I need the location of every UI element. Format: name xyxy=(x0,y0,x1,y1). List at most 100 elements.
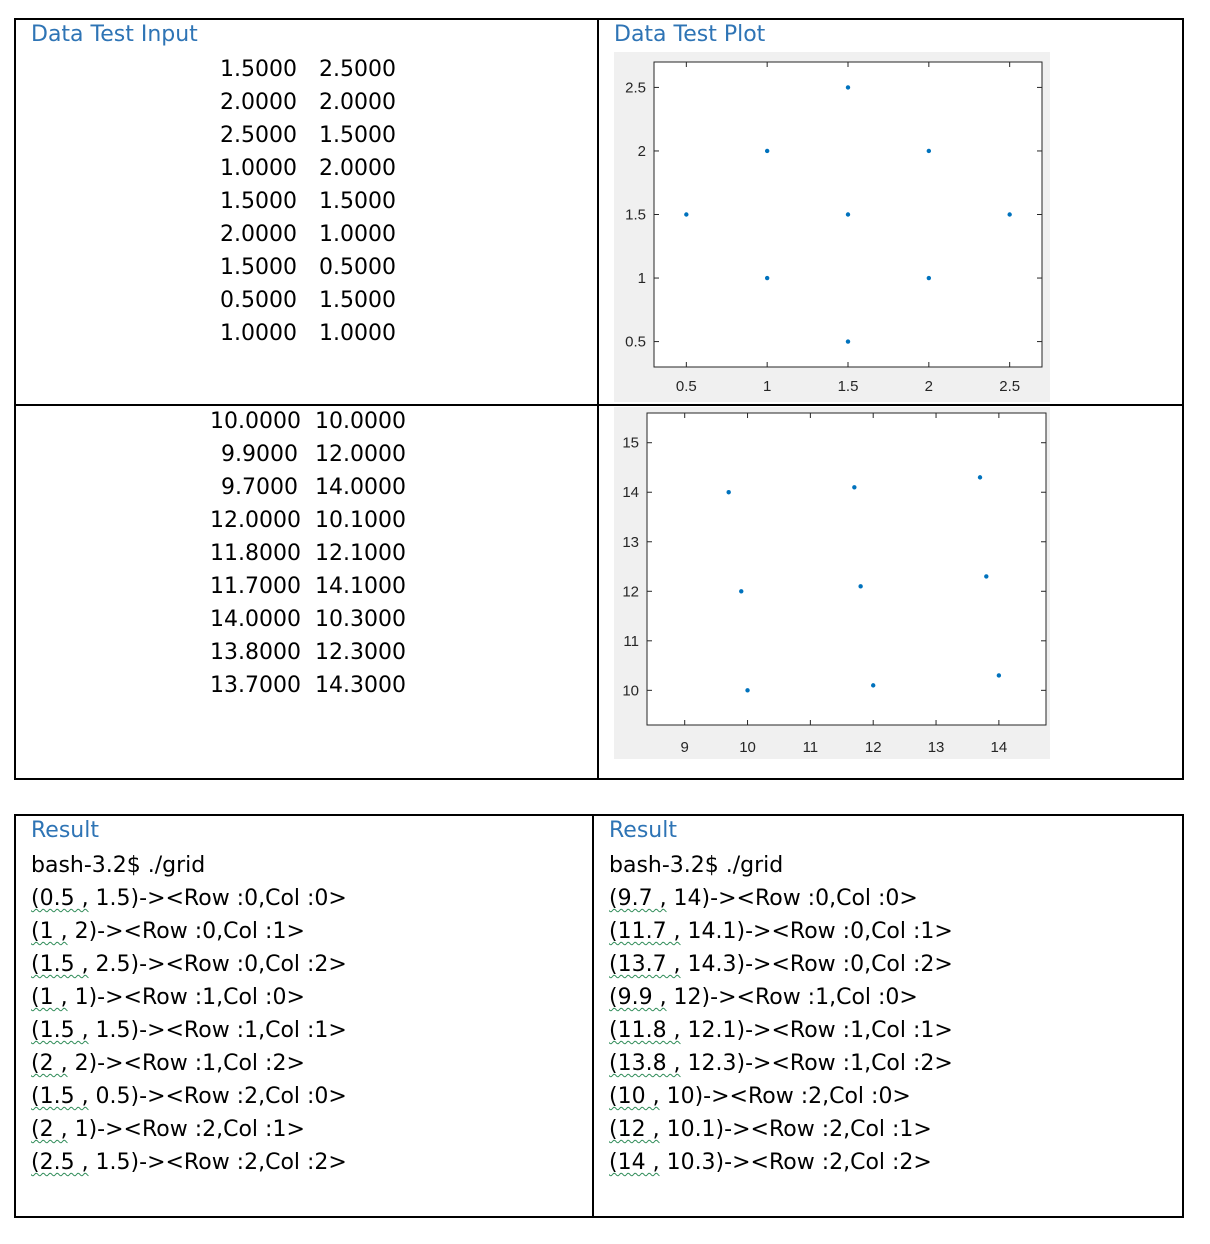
y-value: 10.0000 xyxy=(315,409,406,434)
data-row: 0.5000 1.5000 xyxy=(120,284,396,317)
x-value: 11.8000 xyxy=(210,541,301,566)
data-row: 1.5000 2.5000 xyxy=(120,53,396,86)
x-value: 11.7000 xyxy=(210,574,301,599)
y-tick-label: 14 xyxy=(622,484,639,501)
spellcheck-underline: (1.5 , xyxy=(31,952,89,977)
spellcheck-underline: (10 , xyxy=(609,1084,660,1109)
x-tick-label: 0.5 xyxy=(676,378,697,395)
result-left-output-line: (1.5 , 0.5)-><Row :2,Col :0> xyxy=(31,1084,347,1109)
result-left-command-line: bash-3.2$ ./grid xyxy=(31,853,206,878)
x-tick-label: 1 xyxy=(763,378,771,395)
x-value: 1.0000 xyxy=(220,321,297,346)
result-right-output-line: (9.9 , 12)-><Row :1,Col :0> xyxy=(609,985,918,1010)
result-right-output-line: (13.7 , 14.3)-><Row :0,Col :2> xyxy=(609,952,953,977)
result-left-output-line: (2 , 1)-><Row :2,Col :1> xyxy=(31,1117,305,1142)
data-row: 14.0000 10.3000 xyxy=(110,603,406,636)
y-tick-label: 1.5 xyxy=(625,207,646,224)
y-tick-label: 2.5 xyxy=(625,79,646,96)
x-value: 0.5000 xyxy=(220,288,297,313)
result-right-output-line: (9.7 , 14)-><Row :0,Col :0> xyxy=(609,886,918,911)
input-heading: Data Test Input xyxy=(31,22,198,47)
result-left-output-line: (2 , 2)-><Row :1,Col :2> xyxy=(31,1051,305,1076)
y-tick-label: 0.5 xyxy=(625,334,646,351)
data-point xyxy=(871,683,876,688)
x-tick-label: 10 xyxy=(739,739,756,756)
y-value: 12.3000 xyxy=(315,640,406,665)
spellcheck-underline: (11.7 , xyxy=(609,919,681,944)
spellcheck-underline: (13.7 , xyxy=(609,952,681,977)
table-column-divider xyxy=(597,18,599,780)
x-value: 9.7000 xyxy=(221,475,298,500)
x-tick-label: 14 xyxy=(991,739,1008,756)
data-point xyxy=(745,688,750,693)
data-row: 2.0000 2.0000 xyxy=(120,86,396,119)
y-value: 10.1000 xyxy=(315,508,406,533)
spellcheck-underline: (1.5 , xyxy=(31,1018,89,1043)
data-point xyxy=(852,485,857,490)
data-row: 1.5000 1.5000 xyxy=(120,185,396,218)
spellcheck-underline: (9.9 , xyxy=(609,985,667,1010)
spellcheck-underline: (14 , xyxy=(609,1150,660,1175)
data-point xyxy=(977,475,983,480)
result-left-output: bash-3.2$ ./grid (0.5 , 1.5)-><Row :0,Col… xyxy=(31,849,347,1179)
x-tick-label: 2 xyxy=(925,378,933,395)
dataset2-list: 10.0000 10.0000 9.9000 12.0000 9.7000 14.00… xyxy=(110,405,406,702)
y-value: 1.0000 xyxy=(319,321,396,346)
x-value: 1.5000 xyxy=(220,255,297,280)
y-tick-label: 1 xyxy=(638,270,646,287)
spellcheck-underline: (1 , xyxy=(31,919,68,944)
spellcheck-underline: (2 , xyxy=(31,1051,68,1076)
x-value: 1.0000 xyxy=(220,156,297,181)
x-value: 9.9000 xyxy=(221,442,298,467)
data-point xyxy=(764,148,770,154)
y-tick-label: 12 xyxy=(622,583,639,600)
x-value: 1.5000 xyxy=(220,57,297,82)
spellcheck-underline: (13.8 , xyxy=(609,1051,681,1076)
spellcheck-underline: (0.5 , xyxy=(31,886,89,911)
x-value: 10.0000 xyxy=(210,409,301,434)
result-left-output-line: (1.5 , 1.5)-><Row :1,Col :1> xyxy=(31,1018,347,1043)
x-value: 2.5000 xyxy=(220,123,297,148)
data-row: 10.0000 10.0000 xyxy=(110,405,406,438)
x-tick-label: 2.5 xyxy=(999,378,1020,395)
spellcheck-underline: (1.5 , xyxy=(31,1084,89,1109)
spellcheck-underline: (11.8 , xyxy=(609,1018,681,1043)
data-point xyxy=(1007,212,1012,217)
data-point xyxy=(845,212,851,217)
y-value: 2.0000 xyxy=(319,90,396,115)
y-tick-label: 10 xyxy=(622,682,639,699)
result-left-output-line: (1.5 , 2.5)-><Row :0,Col :2> xyxy=(31,952,347,977)
result-left-output-line: (1 , 1)-><Row :1,Col :0> xyxy=(31,985,305,1010)
spellcheck-underline: (1 , xyxy=(31,985,68,1010)
data-point xyxy=(926,148,932,154)
result-left-output-line: (0.5 , 1.5)-><Row :0,Col :0> xyxy=(31,886,347,911)
x-value: 2.0000 xyxy=(220,90,297,115)
data-point xyxy=(764,275,770,281)
data-row: 13.7000 14.3000 xyxy=(110,669,406,702)
data-row: 2.5000 1.5000 xyxy=(120,119,396,152)
results-table xyxy=(14,814,1184,1218)
x-tick-label: 13 xyxy=(928,739,945,756)
y-value: 2.5000 xyxy=(319,57,396,82)
scatter-plot-2: 9 10 11 12 13 14 10 11 12 13 14 15 xyxy=(614,407,1050,759)
x-tick-label: 12 xyxy=(865,739,882,756)
y-tick-label: 15 xyxy=(622,435,639,452)
data-row: 13.8000 12.3000 xyxy=(110,636,406,669)
result-right-output: bash-3.2$ ./grid (9.7 , 14)-><Row :0,Col … xyxy=(609,849,953,1179)
data-point xyxy=(984,574,989,579)
x-tick-label: 11 xyxy=(803,739,819,756)
data-row: 1.0000 1.0000 xyxy=(120,317,396,350)
data-point xyxy=(858,584,863,589)
x-value: 12.0000 xyxy=(210,508,301,533)
x-value: 13.8000 xyxy=(210,640,301,665)
result-right-output-line: (13.8 , 12.3)-><Row :1,Col :2> xyxy=(609,1051,953,1076)
plot-heading: Data Test Plot xyxy=(614,22,766,47)
spellcheck-underline: (2.5 , xyxy=(31,1150,89,1175)
results-column-divider xyxy=(592,814,594,1218)
plot-area xyxy=(646,412,1047,726)
y-value: 2.0000 xyxy=(319,156,396,181)
y-value: 14.1000 xyxy=(315,574,406,599)
data-point xyxy=(684,212,689,217)
data-row: 1.5000 0.5000 xyxy=(120,251,396,284)
data-point xyxy=(845,339,851,344)
